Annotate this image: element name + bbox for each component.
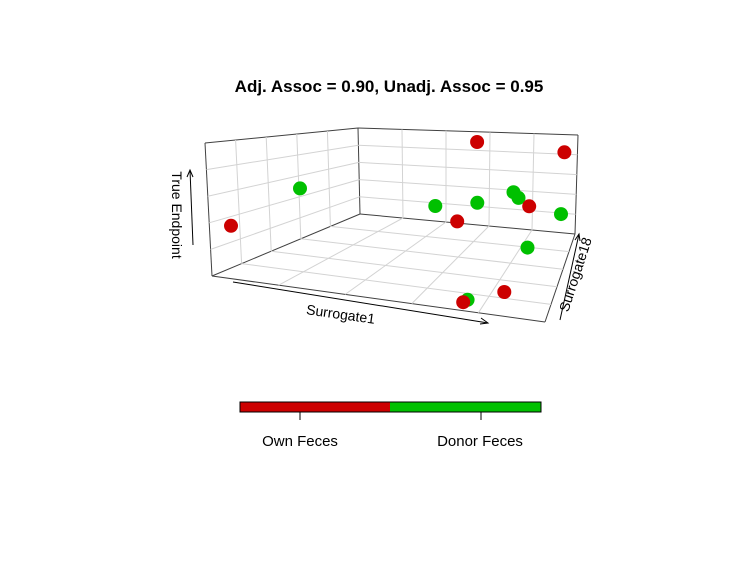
z-axis-label: True Endpoint [169,171,185,259]
y-axis-arrow [559,233,580,321]
data-point-donor-feces [511,190,526,205]
back-wall-grid-line [358,161,577,176]
data-point-own-feces [470,135,485,149]
grid-lines [206,129,578,314]
back-wall-grid-line [488,132,491,227]
data-point-donor-feces [520,240,535,255]
z-axis-arrow [189,169,194,246]
box-edge [357,127,361,215]
floor-grid-line [271,250,558,288]
box-edge [204,127,359,144]
x-axis-label: Surrogate1 [305,301,376,327]
back-wall-grid-line [358,144,578,156]
data-point-own-feces [224,218,238,233]
chart-title: Adj. Assoc = 0.90, Unadj. Assoc = 0.95 [235,77,544,96]
back-wall-grid-line [401,129,404,219]
back-wall-grid-line [359,179,577,195]
box-edge [574,134,579,235]
data-point-own-feces [450,214,465,229]
z-axis-arrowhead [186,168,194,178]
left-wall-grid-line [210,196,360,250]
legend-swatch-donor-feces [390,402,541,412]
data-point-donor-feces [428,199,443,213]
box-edge [204,142,213,277]
left-wall-grid-line [207,161,359,197]
x-axis-arrowhead [479,317,490,325]
floor-grid-line [344,221,447,295]
data-point-donor-feces [554,207,568,222]
legend-label-donor-feces: Donor Feces [437,433,523,450]
box-edge [357,127,579,136]
box-edge [211,213,361,277]
data-point-donor-feces [293,181,307,196]
left-wall-grid-line [326,130,331,227]
box-edge [544,233,576,323]
floor-grid-line [411,225,490,304]
back-wall-grid-line [359,196,576,215]
data-point-own-feces [456,295,471,310]
floor-grid-line [241,263,552,305]
data-points [224,135,572,310]
legend-frame [239,401,542,413]
data-point-own-feces [497,285,512,299]
left-wall-grid-line [265,136,272,252]
box-edge [359,213,576,235]
floor-grid-line [278,217,404,286]
legend-swatch-own-feces [240,402,390,412]
box-edge [211,275,546,323]
axis-arrows [186,168,581,325]
left-wall-grid-line [235,139,243,264]
back-wall-grid-line [531,133,535,231]
data-point-own-feces [557,145,572,160]
x-axis-arrow [232,281,489,324]
y-axis-arrowhead [574,232,581,242]
floor-grid-line [300,238,564,270]
left-wall-grid-line [209,179,360,224]
plot-box [204,127,579,323]
data-point-own-feces [522,199,537,214]
legend: Own Feces Donor Feces [239,401,542,450]
data-point-donor-feces [470,195,485,210]
legend-label-own-feces: Own Feces [262,433,338,450]
left-wall-grid-line [206,144,359,171]
